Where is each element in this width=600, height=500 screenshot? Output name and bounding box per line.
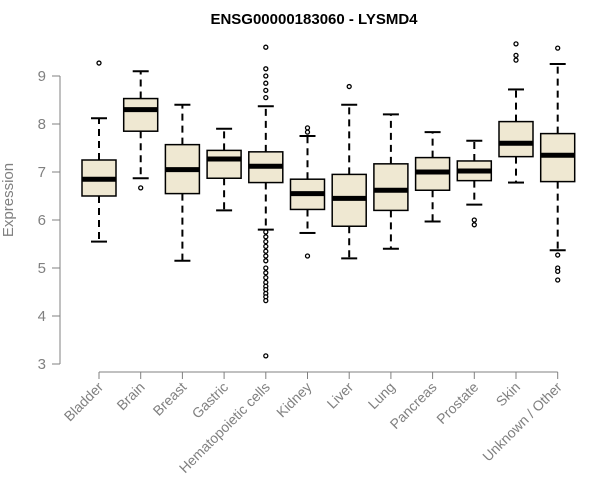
outlier-point	[304, 129, 311, 135]
outlier-point	[96, 60, 102, 66]
outlier-point	[263, 80, 269, 86]
x-tick-label: Kidney	[273, 379, 315, 421]
outlier-point	[263, 253, 269, 259]
outlier-point	[263, 274, 269, 281]
box-prostate	[456, 139, 493, 228]
outlier-point	[555, 45, 561, 51]
y-tick-label: 5	[38, 260, 46, 277]
y-tick-label: 4	[38, 308, 46, 325]
box-hematopoietic-cells	[248, 44, 284, 359]
outlier-point	[513, 57, 519, 63]
box-kidney	[289, 125, 326, 259]
chart-title: ENSG00000183060 - LYSMD4	[210, 11, 418, 28]
outlier-point	[263, 258, 269, 264]
x-tick-label: Skin	[493, 379, 524, 410]
y-tick-label: 3	[38, 356, 46, 373]
iqr-box	[122, 97, 159, 132]
outlier-point	[263, 248, 269, 254]
box-unknown-other	[539, 45, 576, 283]
outlier-point	[513, 52, 519, 59]
x-tick-label: Liver	[324, 379, 357, 412]
outlier-point	[555, 252, 561, 258]
x-tick-label: Lung	[365, 379, 398, 412]
box-lung	[373, 113, 409, 250]
outlier-point	[304, 125, 311, 131]
outlier-point	[263, 234, 269, 240]
outlier-point	[346, 83, 352, 90]
y-tick-label: 7	[38, 164, 46, 181]
y-tick-label: 8	[38, 116, 46, 133]
x-tick-label: Breast	[150, 379, 190, 419]
outlier-point	[263, 73, 269, 79]
outlier-point	[263, 229, 269, 235]
outlier-point	[263, 297, 269, 304]
outlier-point	[555, 277, 561, 283]
box-pancreas	[414, 131, 451, 223]
boxes-group	[81, 41, 576, 359]
outlier-point	[138, 185, 144, 191]
iqr-box	[373, 163, 409, 212]
outlier-point	[304, 253, 311, 259]
outlier-point	[513, 41, 519, 47]
outlier-point	[471, 222, 477, 228]
iqr-box	[498, 120, 534, 158]
outlier-point	[263, 243, 269, 250]
outlier-point	[263, 270, 269, 276]
box-liver	[331, 83, 367, 260]
box-gastric	[206, 127, 242, 212]
outlier-point	[555, 268, 561, 275]
x-tick-label: Brain	[113, 379, 147, 413]
x-tick-label: Prostate	[433, 379, 481, 427]
outlier-point	[263, 87, 269, 94]
outlier-point	[263, 265, 269, 271]
y-tick-label: 9	[38, 68, 46, 85]
box-brain	[122, 70, 159, 191]
outlier-point	[263, 238, 269, 245]
x-tick-label: Bladder	[61, 379, 107, 425]
outlier-point	[471, 217, 477, 223]
y-tick-label: 6	[38, 212, 46, 229]
iqr-box	[206, 149, 242, 179]
y-axis: 3 4 5 6 7 8 9	[38, 68, 61, 373]
y-axis-label: Expression	[0, 163, 17, 237]
box-breast	[164, 103, 201, 262]
outlier-point	[263, 353, 269, 359]
outlier-point	[263, 94, 269, 101]
box-bladder	[81, 60, 117, 243]
x-tick-label: Unknown / Other	[479, 379, 565, 465]
outlier-point	[263, 66, 269, 72]
box-skin	[498, 41, 534, 184]
outlier-point	[263, 44, 269, 50]
